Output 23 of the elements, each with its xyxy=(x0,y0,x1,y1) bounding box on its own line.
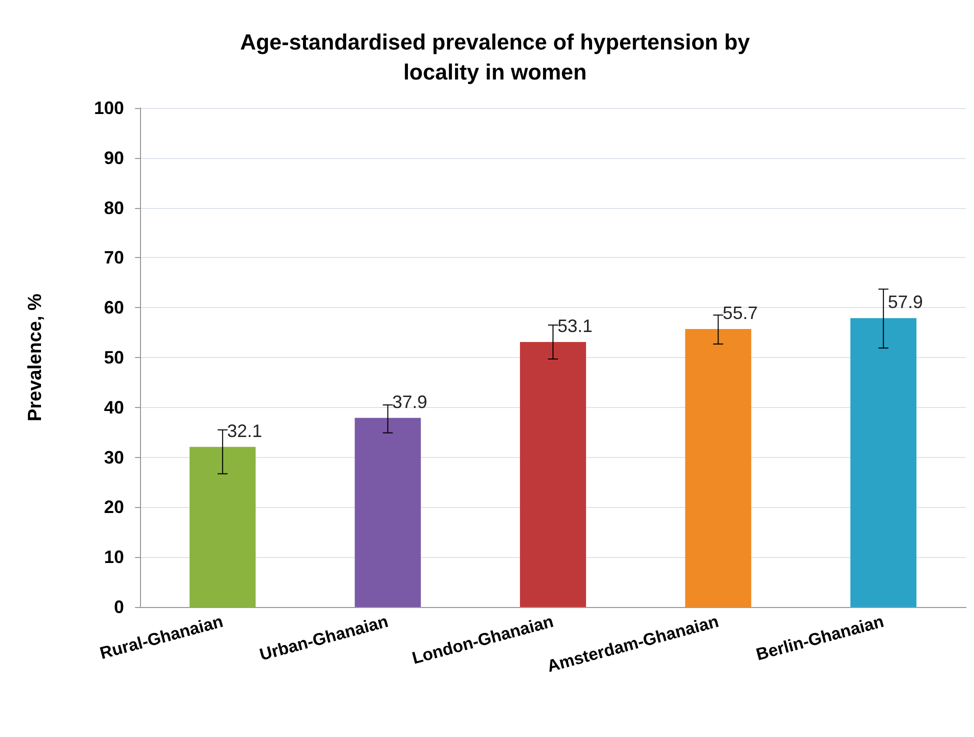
bar xyxy=(850,318,916,607)
bar xyxy=(354,418,421,607)
y-tick-label: 70 xyxy=(104,248,124,268)
data-label: 57.9 xyxy=(888,292,923,312)
data-label: 32.1 xyxy=(227,420,262,441)
data-label: 37.9 xyxy=(392,392,428,412)
y-tick-label: 30 xyxy=(104,447,124,468)
y-tick-label: 80 xyxy=(104,198,124,218)
y-tick-label: 40 xyxy=(104,397,124,418)
y-tick-label: 90 xyxy=(104,148,124,168)
y-tick-label: 50 xyxy=(104,348,124,368)
data-label: 53.1 xyxy=(557,316,593,336)
chart-title: Age-standardised prevalence of hypertension by locality in women xyxy=(240,30,751,84)
y-tick-label: 100 xyxy=(94,98,124,118)
data-label: 55.7 xyxy=(722,303,758,324)
y-tick-label: 20 xyxy=(104,497,124,518)
bar xyxy=(190,446,256,607)
y-tick-label: 60 xyxy=(104,298,124,318)
y-tick-label: 10 xyxy=(104,547,124,568)
bar xyxy=(520,342,586,607)
y-axis-title: Prevalence, % xyxy=(25,293,46,422)
y-tick-label: 0 xyxy=(114,597,124,617)
bar xyxy=(685,329,752,607)
